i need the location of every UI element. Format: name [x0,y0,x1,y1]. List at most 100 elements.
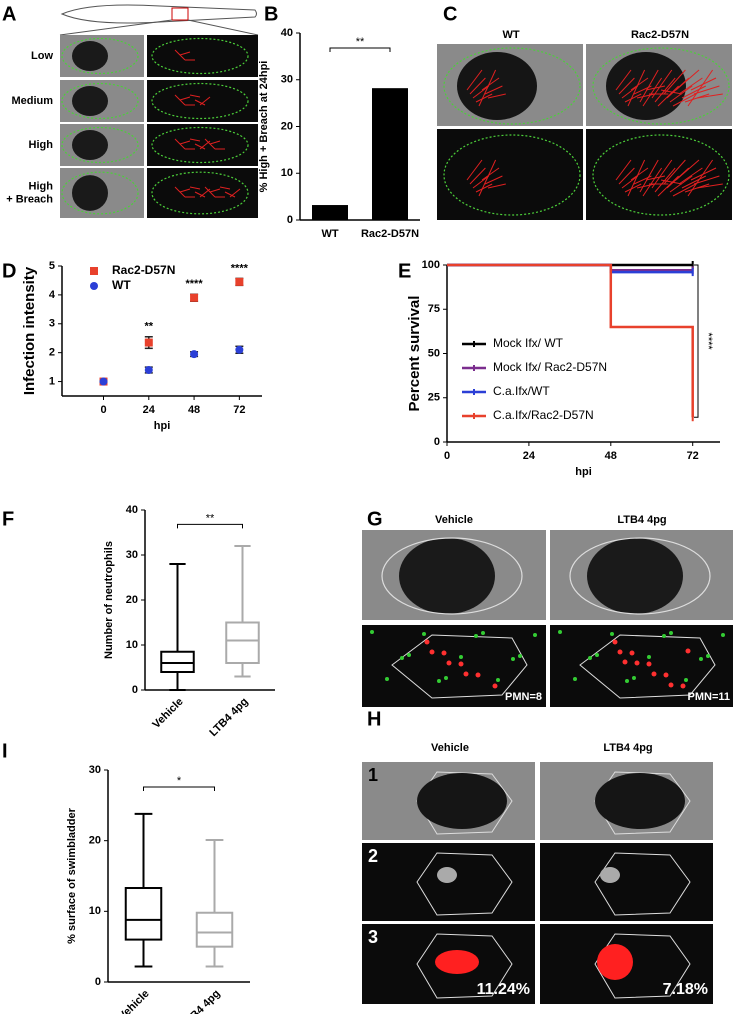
neutrophil [424,639,430,645]
hypha [669,85,693,103]
hypha [690,77,717,91]
x-tick-label: Rac2-D57N [361,228,419,240]
legend-marker [90,267,98,275]
cell [533,633,537,637]
blob [606,52,686,120]
neutrophil [680,683,686,689]
cell [437,679,441,683]
micrograph [437,129,583,220]
hypha [660,179,683,185]
panel-letter: H [367,708,381,730]
cell [721,633,725,637]
outline [151,37,249,75]
hypha [209,140,221,145]
column-header: LTB4 4pg [617,514,666,526]
panel-letter: F [2,508,14,530]
row-label: High [29,180,54,192]
column-header: LTB4 4pg [603,742,652,754]
x-tick-label: 48 [605,450,617,462]
neutrophil [663,672,669,678]
hypha [472,85,490,99]
neutrophil [685,648,691,654]
y-tick-label: 25 [428,392,440,404]
row-label: Medium [11,95,53,107]
y-tick-label: 20 [126,594,138,606]
outline [381,537,523,615]
hypha [484,175,503,185]
hypha [224,191,236,198]
hypha [478,69,497,107]
panel-letter: I [2,740,8,762]
outline [61,171,139,215]
hypha [645,85,666,91]
hypha [194,99,206,106]
bar [312,205,348,220]
box [160,650,195,673]
y-tick-label: 50 [428,347,440,359]
panel-letter: D [2,260,16,282]
hypha [189,138,201,142]
blob [437,867,457,883]
y-tick-label: 5 [49,260,55,272]
y-tick-label: 2 [49,347,55,359]
hypha [630,77,649,91]
panel-letter: E [398,260,411,282]
micrograph [147,80,258,122]
outline [416,771,513,835]
bar [372,88,408,220]
y-tick-label: 30 [281,74,293,86]
y-tick-label: 40 [281,27,293,39]
hypha [645,175,666,181]
cell [595,653,599,657]
hypha [624,93,642,103]
panel-letter: C [443,3,457,25]
y-tick-label: 1 [49,375,55,387]
x-tick-label: 24 [523,450,536,462]
y-tick-label: 0 [132,684,138,696]
legend-label: C.a.Ifx/WT [493,384,550,398]
cell [459,655,463,659]
blob [435,950,479,974]
zoom-box [171,7,189,21]
micrograph [147,168,258,218]
hypha [481,167,500,181]
significance: ** [145,321,154,333]
outline [592,47,730,125]
significance: **** [702,333,714,351]
neutrophil [446,660,452,666]
point [144,338,153,347]
hypha [693,85,720,95]
neutrophil [492,683,498,689]
legend-label: Mock Ifx/ Rac2-D57N [493,360,607,374]
point [99,377,108,386]
percent-label: 11.24% [477,981,530,998]
hypha [475,183,493,193]
point [235,345,244,354]
cell [662,634,666,638]
y-tick-label: 30 [126,549,138,561]
neutrophil [629,650,635,656]
y-tick-label: 100 [422,259,440,271]
hypha [194,143,206,150]
cell [558,630,562,634]
hypha [657,175,679,197]
hypha [687,69,714,107]
hypha [675,69,700,91]
column-header: WT [502,29,519,41]
hypha [618,77,635,95]
hypha [681,85,707,99]
row-number: 3 [368,927,378,947]
hypha [487,183,506,189]
hypha [478,159,497,197]
x-tick-label: Vehicle [150,696,185,731]
neutrophil [646,661,652,667]
micrograph [147,124,258,166]
significance: **** [231,262,249,274]
cell [573,677,577,681]
outline [594,771,691,835]
column-header: Vehicle [431,742,469,754]
cell [385,677,389,681]
cell [511,657,515,661]
y-tick-label: 10 [89,905,101,917]
blob [600,867,620,883]
